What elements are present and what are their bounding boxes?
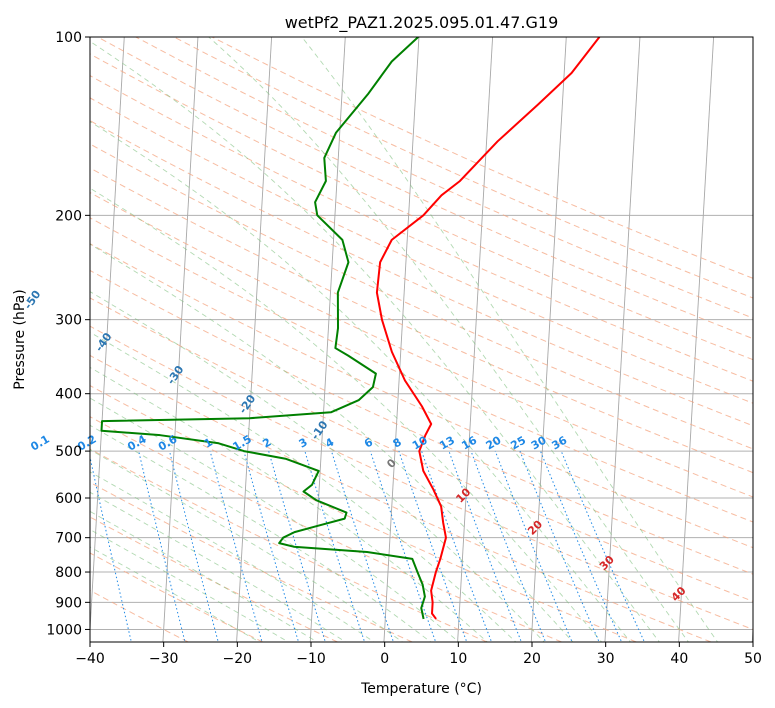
dewpoint-profile-line	[100, 37, 426, 620]
y-tick-label: 700	[55, 531, 82, 547]
moist-adiabat-line	[301, 37, 719, 642]
dry-adiabat-line	[90, 552, 264, 642]
y-axis-label: Pressure (hPa)	[12, 289, 28, 389]
x-tick-label: 10	[449, 651, 467, 667]
isotherm-line	[604, 37, 641, 642]
mixing-ratio-line	[369, 450, 437, 642]
moist-adiabat-line	[90, 291, 545, 642]
sounding-profiles	[100, 37, 601, 620]
y-tick-label: 1000	[46, 622, 82, 638]
y-tick-label: 400	[55, 387, 82, 403]
y-tick-label: 300	[55, 313, 82, 329]
moist-adiabat-line	[90, 366, 489, 642]
isotherm-line	[383, 37, 420, 642]
dry-adiabat-line	[90, 97, 753, 404]
dry-adiabat-line	[135, 37, 753, 319]
isotherm-line	[457, 37, 494, 642]
moist-adiabat-line	[90, 491, 347, 642]
mixing-ratio-line	[90, 454, 132, 642]
dry-adiabat-line	[90, 269, 753, 575]
dry-adiabat-line	[90, 243, 753, 549]
isotherm-line	[162, 37, 199, 642]
moist-adiabat-line	[90, 40, 660, 642]
mixing-ratio-line	[470, 450, 547, 642]
dry-adiabat-line	[90, 448, 488, 642]
moist-adiabat-line	[90, 449, 404, 642]
dry-adiabat-line	[90, 297, 753, 602]
x-tick-label: 50	[744, 651, 762, 667]
background-reference-lines	[90, 37, 753, 642]
dry-adiabat-line	[90, 75, 753, 382]
isotherm-line	[90, 37, 125, 638]
mixing-ratio-line	[209, 450, 263, 642]
mixing-ratio-line	[243, 450, 300, 642]
x-tick-label: −30	[149, 651, 179, 667]
dry-adiabat-line	[90, 589, 189, 642]
dry-adiabat-line	[90, 167, 753, 474]
y-tick-label: 200	[55, 208, 82, 224]
mixing-ratio-line	[268, 450, 326, 642]
mixing-ratio-line	[304, 450, 366, 642]
y-tick-label: 500	[55, 444, 82, 460]
x-tick-label: −40	[75, 651, 105, 667]
moist-adiabat-line	[90, 121, 632, 642]
chart-title: wetPf2_PAZ1.2025.095.01.47.G19	[285, 13, 559, 33]
moist-adiabat-line	[208, 37, 689, 642]
plot-frame	[89, 36, 754, 643]
x-tick-label: 30	[597, 651, 615, 667]
temperature-profile-line	[375, 37, 601, 620]
isotherm-line	[236, 37, 273, 642]
isotherm-line	[678, 37, 715, 642]
y-axis: 100 200 300 400 500 600 700 800 900 1000	[46, 30, 90, 638]
x-axis-label: Temperature (°C)	[360, 681, 482, 697]
moist-adiabat-line	[90, 397, 460, 642]
x-tick-label: −10	[296, 651, 326, 667]
y-tick-label: 800	[55, 565, 82, 581]
mixing-ratio-line	[138, 450, 186, 642]
mixing-ratio-line	[494, 450, 573, 642]
moist-adiabat-line	[90, 187, 603, 642]
dry-adiabat-line	[97, 37, 753, 340]
mixing-ratio-line	[448, 450, 522, 642]
x-axis: −40 −30 −20 −10 0 10 20 30 40 50	[75, 642, 762, 667]
dry-adiabat-line	[90, 325, 753, 630]
x-tick-label: 20	[523, 651, 541, 667]
y-tick-label: 900	[55, 595, 82, 611]
dry-adiabat-line	[90, 416, 562, 642]
x-tick-label: 0	[380, 651, 389, 667]
isotherm-line	[530, 37, 567, 642]
x-tick-label: −20	[223, 651, 253, 667]
mixing-ratio-line	[421, 450, 493, 642]
mixing-ratio-line	[169, 450, 219, 642]
dry-adiabat-line	[90, 143, 753, 450]
y-tick-label: 100	[55, 30, 82, 46]
x-tick-label: 40	[670, 651, 688, 667]
moist-adiabat-line	[90, 471, 375, 642]
mixing-ratio-line	[330, 450, 394, 642]
dry-adiabat-line	[90, 354, 712, 642]
y-tick-label: 600	[55, 491, 82, 507]
moist-adiabat-line	[90, 243, 574, 642]
